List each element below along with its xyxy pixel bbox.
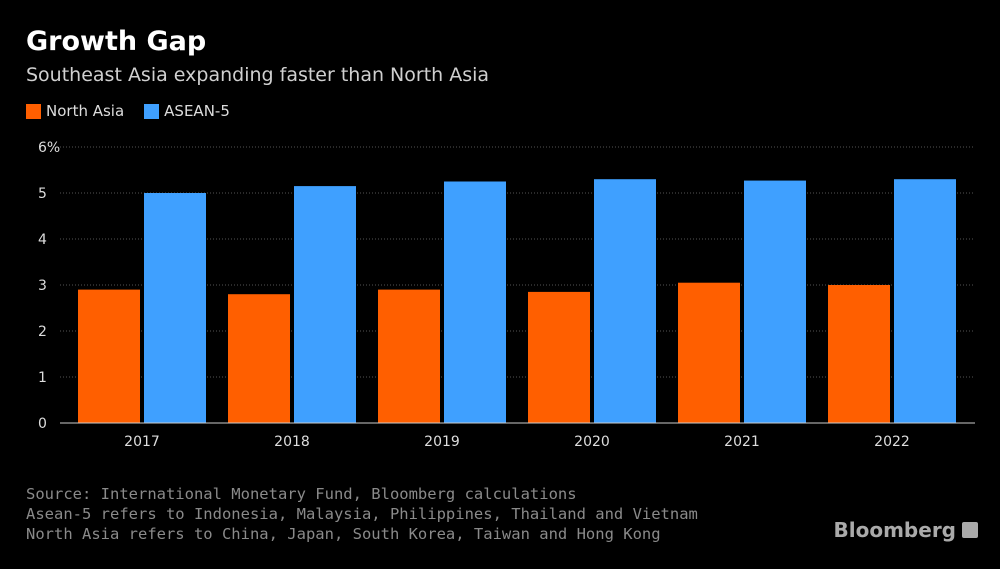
bar-north-asia-2018: [228, 294, 290, 423]
bloomberg-chart-icon: [962, 522, 978, 538]
bar-asean-5-2018: [294, 186, 356, 423]
y-tick-label: 3: [38, 278, 47, 294]
bar-asean-5-2019: [444, 181, 506, 423]
bar-asean-5-2022: [894, 179, 956, 423]
bar-asean-5-2021: [744, 180, 806, 423]
asean-note: Asean-5 refers to Indonesia, Malaysia, P…: [26, 505, 698, 523]
legend-swatch: [144, 103, 160, 119]
legend-item-north-asia: North Asia: [26, 102, 124, 120]
x-tick-label: 2018: [274, 434, 310, 450]
y-tick-label: 0: [38, 416, 47, 432]
x-tick-label: 2019: [424, 434, 460, 450]
legend-item-asean-5: ASEAN-5: [144, 102, 230, 120]
bar-asean-5-2017: [144, 193, 206, 423]
bar-north-asia-2017: [78, 289, 140, 423]
legend-label: North Asia: [46, 102, 125, 120]
x-tick-label: 2020: [574, 434, 610, 450]
y-tick-label: 6%: [38, 140, 60, 156]
north-asia-note: North Asia refers to China, Japan, South…: [26, 525, 661, 543]
bar-asean-5-2020: [594, 179, 656, 423]
legend-label: ASEAN-5: [164, 102, 230, 120]
x-tick-label: 2022: [874, 434, 910, 450]
y-tick-label: 4: [38, 232, 47, 248]
chart-subtitle: Southeast Asia expanding faster than Nor…: [26, 64, 490, 86]
legend-swatch: [26, 103, 41, 119]
y-tick-label: 2: [38, 324, 47, 340]
y-tick-label: 5: [38, 186, 47, 202]
footnotes: Source: International Monetary Fund, Blo…: [26, 484, 698, 544]
bloomberg-logo: Bloomberg: [834, 518, 978, 542]
source-note: Source: International Monetary Fund, Blo…: [26, 485, 577, 503]
logo-text: Bloomberg: [833, 518, 956, 542]
y-tick-label: 1: [38, 370, 47, 386]
chart-title: Growth Gap: [26, 26, 207, 57]
legend: North Asia ASEAN-5: [26, 102, 230, 120]
x-tick-label: 2021: [724, 434, 760, 450]
x-tick-label: 2017: [124, 434, 160, 450]
bar-north-asia-2022: [828, 285, 890, 423]
bar-north-asia-2020: [528, 291, 590, 423]
bar-north-asia-2019: [378, 289, 440, 423]
bar-north-asia-2021: [678, 282, 740, 423]
